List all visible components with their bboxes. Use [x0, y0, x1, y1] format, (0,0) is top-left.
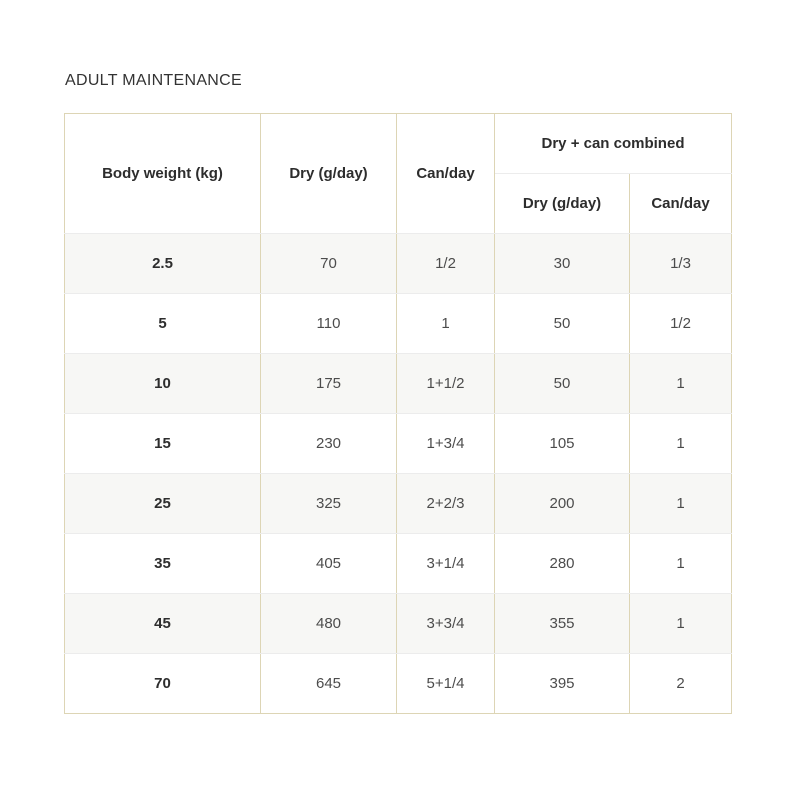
cell-dry: 110	[260, 293, 397, 354]
cell-body-weight: 35	[64, 533, 261, 594]
header-combined-group: Dry + can combined	[494, 113, 732, 174]
header-row-sub: Dry (g/day) Can/day	[65, 173, 732, 234]
header-row-top: Body weight (kg) Dry (g/day) Can/day Dry…	[64, 113, 732, 234]
table-row: 45 480 3+3/4 355 1	[64, 593, 732, 654]
feeding-guide-table: Body weight (kg) Dry (g/day) Can/day Dry…	[64, 113, 732, 714]
table-row: 10 175 1+1/2 50 1	[64, 353, 732, 414]
header-body-weight: Body weight (kg)	[64, 113, 261, 234]
cell-can: 1+3/4	[396, 413, 495, 474]
table-body: 2.5 70 1/2 30 1/3 5 110 1 50 1/2 10 175 …	[64, 233, 732, 714]
cell-body-weight: 45	[64, 593, 261, 654]
table-row: 70 645 5+1/4 395 2	[64, 653, 732, 714]
cell-combined-dry: 355	[494, 593, 630, 654]
cell-dry: 480	[260, 593, 397, 654]
cell-combined-dry: 280	[494, 533, 630, 594]
cell-can: 3+3/4	[396, 593, 495, 654]
header-dry: Dry (g/day)	[260, 113, 397, 234]
cell-dry: 325	[260, 473, 397, 534]
cell-can: 2+2/3	[396, 473, 495, 534]
cell-can: 1+1/2	[396, 353, 495, 414]
cell-combined-can: 2	[629, 653, 732, 714]
cell-combined-dry: 30	[494, 233, 630, 294]
table-row: 35 405 3+1/4 280 1	[64, 533, 732, 594]
cell-combined-can: 1/2	[629, 293, 732, 354]
cell-combined-dry: 50	[494, 293, 630, 354]
cell-combined-can: 1	[629, 353, 732, 414]
table-row: 15 230 1+3/4 105 1	[64, 413, 732, 474]
table-header: Body weight (kg) Dry (g/day) Can/day Dry…	[64, 113, 732, 234]
cell-can: 1	[396, 293, 495, 354]
cell-can: 5+1/4	[396, 653, 495, 714]
cell-combined-dry: 105	[494, 413, 630, 474]
cell-dry: 645	[260, 653, 397, 714]
cell-can: 1/2	[396, 233, 495, 294]
cell-combined-dry: 50	[494, 353, 630, 414]
cell-body-weight: 2.5	[64, 233, 261, 294]
section-title: ADULT MAINTENANCE	[65, 72, 242, 89]
cell-body-weight: 70	[64, 653, 261, 714]
cell-dry: 405	[260, 533, 397, 594]
cell-combined-dry: 200	[494, 473, 630, 534]
cell-dry: 230	[260, 413, 397, 474]
header-can: Can/day	[396, 113, 495, 234]
cell-combined-can: 1	[629, 533, 732, 594]
cell-dry: 175	[260, 353, 397, 414]
cell-body-weight: 15	[64, 413, 261, 474]
cell-combined-can: 1	[629, 593, 732, 654]
cell-can: 3+1/4	[396, 533, 495, 594]
header-combined-can: Can/day	[629, 173, 732, 234]
cell-combined-can: 1	[629, 413, 732, 474]
table-row: 2.5 70 1/2 30 1/3	[64, 233, 732, 294]
cell-dry: 70	[260, 233, 397, 294]
cell-combined-dry: 395	[494, 653, 630, 714]
cell-body-weight: 5	[64, 293, 261, 354]
header-combined-dry: Dry (g/day)	[494, 173, 630, 234]
cell-body-weight: 10	[64, 353, 261, 414]
cell-body-weight: 25	[64, 473, 261, 534]
cell-combined-can: 1/3	[629, 233, 732, 294]
table-row: 25 325 2+2/3 200 1	[64, 473, 732, 534]
table-row: 5 110 1 50 1/2	[64, 293, 732, 354]
cell-combined-can: 1	[629, 473, 732, 534]
